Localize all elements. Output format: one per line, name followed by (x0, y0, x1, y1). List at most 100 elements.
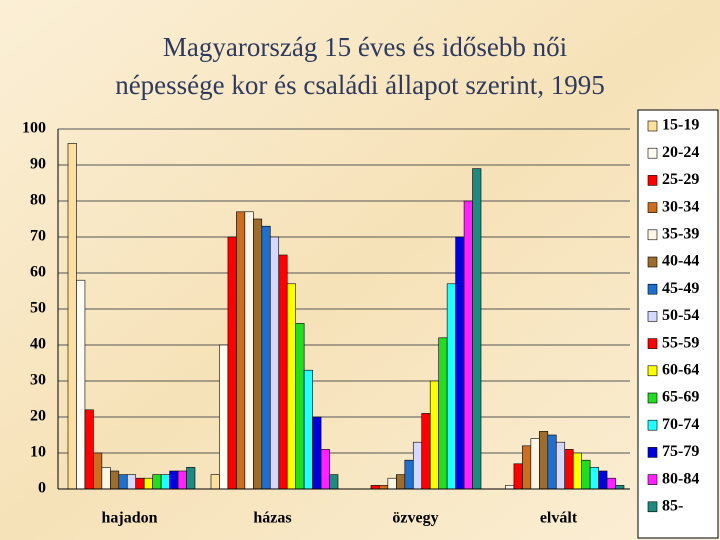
legend-label: 65-69 (662, 389, 699, 406)
bar (269, 236, 280, 490)
bar (505, 485, 515, 490)
bar (539, 431, 549, 490)
bar (253, 218, 263, 490)
bar (227, 236, 237, 490)
legend-label: 35-39 (662, 225, 699, 242)
bar (387, 477, 397, 490)
bar (135, 477, 145, 490)
bar (404, 459, 414, 490)
y-tick-label: 60 (30, 264, 46, 281)
bar (303, 369, 313, 490)
bar (472, 168, 482, 490)
bar (581, 459, 591, 490)
bar (598, 470, 608, 490)
bar (76, 279, 86, 490)
legend-swatch (647, 229, 658, 241)
bar (320, 449, 330, 490)
bar (370, 485, 380, 490)
legend-swatch (647, 283, 658, 295)
legend-swatch (647, 256, 658, 268)
legend-label: 55-59 (662, 334, 699, 351)
bar (93, 452, 103, 490)
legend-swatch (647, 120, 658, 132)
y-tick-label: 40 (30, 336, 46, 353)
legend-swatch (647, 202, 658, 213)
bar (101, 467, 111, 490)
bar (177, 470, 187, 490)
bar (589, 467, 599, 490)
legend-swatch (647, 311, 658, 322)
legend-label: 25-29 (662, 171, 699, 188)
legend-swatch (647, 474, 658, 485)
bar (555, 441, 566, 490)
bar (396, 474, 406, 490)
bar (421, 413, 431, 490)
bar (169, 470, 179, 490)
bar (160, 474, 170, 490)
chart-title: Magyarország 15 éves és idősebb női (163, 32, 567, 62)
legend-label: 15-19 (662, 117, 699, 134)
bar (278, 254, 288, 490)
bar (244, 211, 254, 490)
bar (438, 337, 448, 490)
bar (572, 452, 582, 490)
bar (143, 477, 153, 490)
legend-label: 75-79 (662, 443, 699, 460)
legend-label: 50-54 (662, 307, 699, 324)
y-tick-label: 20 (30, 408, 46, 425)
legend-swatch (647, 338, 658, 349)
bar (118, 474, 128, 490)
y-tick-label: 50 (30, 300, 46, 317)
legend-label: 80-84 (662, 470, 699, 487)
bar (219, 344, 229, 490)
bar (312, 416, 322, 490)
legend-swatch (647, 501, 658, 513)
bar (429, 380, 439, 490)
legend-swatch (647, 365, 658, 377)
bar (84, 409, 94, 490)
x-tick-label: özvegy (392, 510, 438, 527)
bar (67, 143, 77, 490)
bar (295, 323, 305, 490)
legend-label: 40-44 (662, 253, 699, 270)
legend-label: 30-34 (662, 198, 699, 215)
bar (606, 477, 616, 490)
bar (126, 474, 137, 490)
y-tick-label: 30 (30, 372, 46, 389)
bar (564, 449, 574, 490)
x-tick-label: házas (253, 510, 291, 527)
legend-label: 20-24 (662, 144, 699, 161)
y-tick-label: 100 (22, 120, 46, 137)
legend-label: 70-74 (662, 416, 699, 433)
bar (261, 225, 271, 490)
y-tick-label: 90 (30, 156, 46, 173)
bar (463, 200, 473, 490)
bar (547, 434, 557, 490)
bar (329, 474, 339, 490)
y-tick-label: 0 (38, 480, 46, 497)
bar (513, 463, 523, 490)
bar (522, 445, 532, 490)
x-tick-label: elvált (540, 510, 578, 527)
bar (455, 236, 465, 490)
bar (152, 474, 162, 490)
legend-swatch (647, 447, 658, 458)
bar (530, 438, 540, 490)
bar (615, 485, 625, 490)
chart-title: népessége kor és családi állapot szerint… (115, 70, 605, 100)
bar (110, 470, 120, 490)
y-tick-label: 70 (30, 228, 46, 245)
legend-label: 45-49 (662, 280, 699, 297)
legend-label: 60-64 (662, 361, 699, 378)
bar (186, 467, 196, 490)
legend-swatch (647, 175, 658, 186)
bar (236, 211, 246, 490)
x-tick-label: hajadon (101, 510, 157, 527)
legend-label: 85- (662, 497, 683, 514)
legend-swatch (647, 147, 658, 159)
bar (379, 485, 389, 490)
legend-swatch (647, 392, 658, 404)
y-tick-label: 80 (30, 192, 46, 209)
